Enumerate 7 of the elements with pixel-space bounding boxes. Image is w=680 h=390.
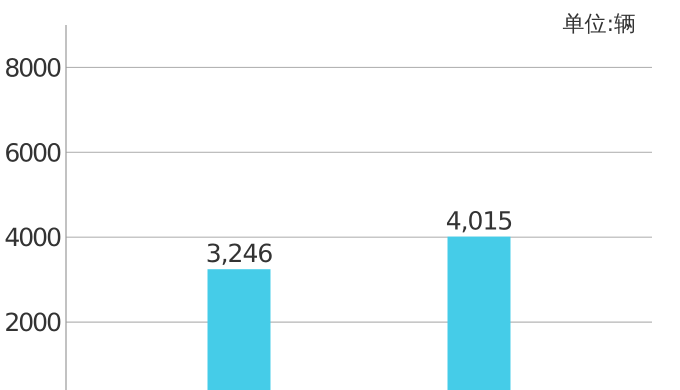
y-tick-label: 6000 [4, 138, 62, 168]
annotation: 单位:辆 [562, 12, 636, 37]
data-label: 3,246 [206, 239, 272, 268]
data-label: 4,015 [446, 206, 512, 236]
y-tick-label: 2000 [4, 308, 62, 338]
y-tick-label: 4000 [4, 223, 62, 252]
y-tick-label: 8000 [4, 53, 62, 82]
